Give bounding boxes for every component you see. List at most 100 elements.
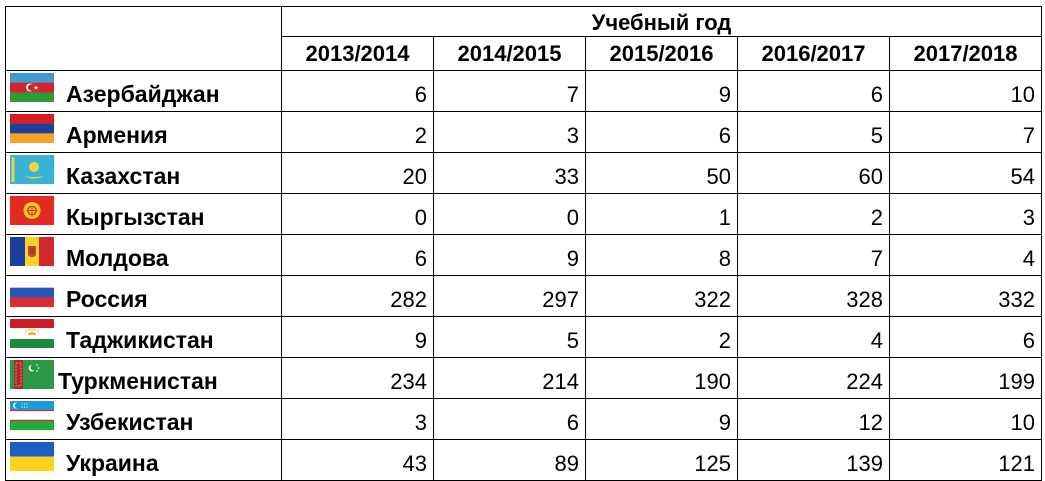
value-cell: 9 <box>585 70 738 112</box>
country-name: Казахстан <box>66 163 181 189</box>
table-row: Украина 43 89 125 139 121 <box>5 439 1042 481</box>
value-cell: 214 <box>433 357 586 399</box>
column-header-2014-2015: 2014/2015 <box>433 36 586 71</box>
value-cell: 20 <box>281 152 434 194</box>
country-cell: Кыргызстан <box>5 193 282 235</box>
value-cell: 54 <box>889 152 1042 194</box>
value-cell: 0 <box>433 193 586 235</box>
value-cell: 50 <box>585 152 738 194</box>
turkmenistan-flag-icon <box>10 360 54 389</box>
value-cell: 121 <box>889 439 1042 481</box>
country-name: Кыргызстан <box>66 204 205 230</box>
table-row: Молдова 6 9 8 7 4 <box>5 234 1042 276</box>
value-cell: 33 <box>433 152 586 194</box>
table-row: Узбекистан 3 6 9 12 10 <box>5 398 1042 440</box>
country-cell: Азербайджан <box>5 70 282 112</box>
table-row: Кыргызстан 0 0 1 2 3 <box>5 193 1042 235</box>
value-cell: 9 <box>433 234 586 276</box>
value-cell: 6 <box>281 234 434 276</box>
value-cell: 125 <box>585 439 738 481</box>
value-cell: 322 <box>585 275 738 317</box>
value-cell: 2 <box>585 316 738 358</box>
value-cell: 2 <box>281 111 434 153</box>
russia-flag-icon <box>10 278 54 307</box>
value-cell: 60 <box>737 152 890 194</box>
value-cell: 139 <box>737 439 890 481</box>
kyrgyzstan-flag-icon <box>10 196 54 225</box>
value-cell: 4 <box>889 234 1042 276</box>
kazakhstan-flag-icon <box>10 155 54 184</box>
value-cell: 12 <box>737 398 890 440</box>
country-cell: Таджикистан <box>5 316 282 358</box>
country-cell: Туркменистан <box>5 357 282 399</box>
country-name: Узбекистан <box>66 409 194 435</box>
corner-cell <box>5 6 282 71</box>
country-cell: Казахстан <box>5 152 282 194</box>
country-name: Туркменистан <box>58 368 218 394</box>
tajikistan-flag-icon <box>10 319 54 348</box>
value-cell: 5 <box>737 111 890 153</box>
table-row: Таджикистан 9 5 2 4 6 <box>5 316 1042 358</box>
column-header-2015-2016: 2015/2016 <box>585 36 738 71</box>
value-cell: 332 <box>889 275 1042 317</box>
value-cell: 7 <box>737 234 890 276</box>
data-table: Учебный год 2013/2014 2014/2015 2015/2016 2… <box>5 6 1042 481</box>
value-cell: 6 <box>889 316 1042 358</box>
country-cell: Россия <box>5 275 282 317</box>
value-cell: 9 <box>585 398 738 440</box>
table-figure: Учебный год 2013/2014 2014/2015 2015/2016 2… <box>5 6 1042 481</box>
value-cell: 190 <box>585 357 738 399</box>
table-row: Армения 2 3 6 5 7 <box>5 111 1042 153</box>
country-name: Украина <box>66 450 159 476</box>
header-title: Учебный год <box>281 6 1042 37</box>
value-cell: 3 <box>281 398 434 440</box>
country-cell: Узбекистан <box>5 398 282 440</box>
country-cell: Молдова <box>5 234 282 276</box>
country-cell: Украина <box>5 439 282 481</box>
value-cell: 3 <box>433 111 586 153</box>
moldova-flag-icon <box>10 237 54 266</box>
value-cell: 7 <box>889 111 1042 153</box>
country-name: Азербайджан <box>66 81 220 107</box>
value-cell: 282 <box>281 275 434 317</box>
value-cell: 297 <box>433 275 586 317</box>
uzbekistan-flag-icon <box>10 401 54 430</box>
value-cell: 6 <box>737 70 890 112</box>
value-cell: 3 <box>889 193 1042 235</box>
value-cell: 43 <box>281 439 434 481</box>
armenia-flag-icon <box>10 114 54 143</box>
column-header-2016-2017: 2016/2017 <box>737 36 890 71</box>
value-cell: 234 <box>281 357 434 399</box>
table-row: Казахстан 20 33 50 60 54 <box>5 152 1042 194</box>
value-cell: 224 <box>737 357 890 399</box>
value-cell: 199 <box>889 357 1042 399</box>
value-cell: 8 <box>585 234 738 276</box>
column-header-2017-2018: 2017/2018 <box>889 36 1042 71</box>
table-row: Россия 282 297 322 328 332 <box>5 275 1042 317</box>
value-cell: 6 <box>281 70 434 112</box>
value-cell: 89 <box>433 439 586 481</box>
value-cell: 9 <box>281 316 434 358</box>
table-row: Туркменистан 234 214 190 224 199 <box>5 357 1042 399</box>
table-row: Азербайджан 6 7 9 6 10 <box>5 70 1042 112</box>
value-cell: 7 <box>433 70 586 112</box>
country-name: Молдова <box>66 245 169 271</box>
value-cell: 6 <box>585 111 738 153</box>
value-cell: 328 <box>737 275 890 317</box>
country-cell: Армения <box>5 111 282 153</box>
country-name: Армения <box>66 122 168 148</box>
azerbaijan-flag-icon <box>10 73 54 102</box>
country-name: Россия <box>66 286 148 312</box>
value-cell: 4 <box>737 316 890 358</box>
value-cell: 10 <box>889 70 1042 112</box>
column-header-2013-2014: 2013/2014 <box>281 36 434 71</box>
table-body: Азербайджан 6 7 9 6 10 Армения 2 3 6 5 7 Казахстан 2… <box>5 70 1042 481</box>
ukraine-flag-icon <box>10 442 54 471</box>
country-name: Таджикистан <box>66 327 214 353</box>
value-cell: 10 <box>889 398 1042 440</box>
value-cell: 5 <box>433 316 586 358</box>
value-cell: 2 <box>737 193 890 235</box>
value-cell: 6 <box>433 398 586 440</box>
value-cell: 0 <box>281 193 434 235</box>
value-cell: 1 <box>585 193 738 235</box>
